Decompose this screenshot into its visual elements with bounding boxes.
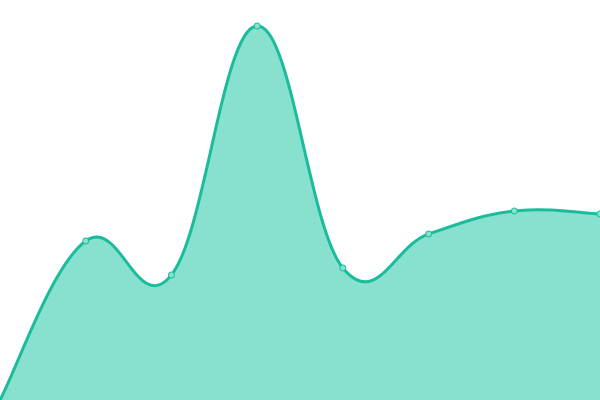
data-point-7 <box>596 210 600 218</box>
markers <box>82 22 600 279</box>
data-point-3 <box>253 22 261 30</box>
data-point-5 <box>425 230 433 238</box>
data-point-2 <box>167 271 175 279</box>
data-point-4 <box>339 264 347 272</box>
data-point-6 <box>510 207 518 215</box>
series-line <box>0 24 600 400</box>
data-point-1 <box>82 237 90 245</box>
area-fill <box>0 25 600 400</box>
